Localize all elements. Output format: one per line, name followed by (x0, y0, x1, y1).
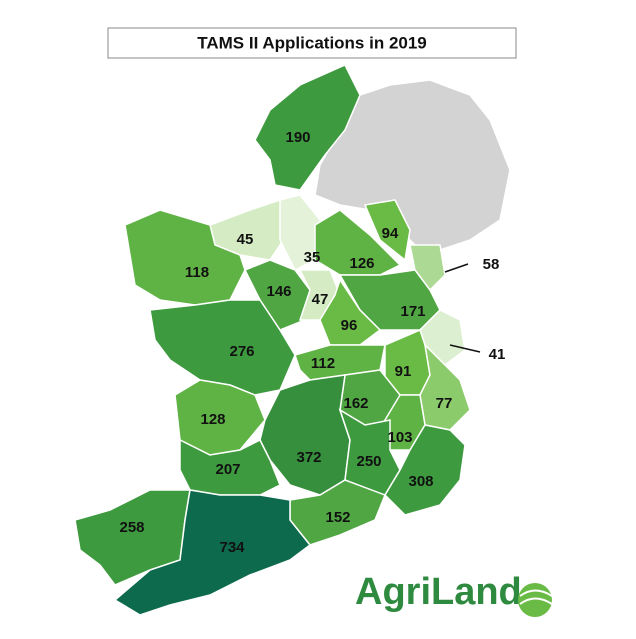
logo-icon (518, 583, 552, 617)
region-value: 276 (229, 343, 254, 360)
title-box (107, 27, 517, 59)
logo-icon-lines (519, 589, 553, 605)
region-value: 126 (349, 255, 374, 272)
region (124, 209, 246, 306)
leader-line (444, 263, 469, 273)
region-value: 112 (311, 355, 335, 372)
region-value: 308 (408, 473, 433, 490)
logo: AgriLand (355, 571, 553, 617)
region-value: 118 (185, 264, 209, 281)
region (384, 424, 466, 516)
region-value: 96 (341, 317, 358, 334)
region-value: 41 (489, 346, 506, 363)
region-value: 250 (356, 453, 381, 470)
region-value: 128 (200, 411, 225, 428)
region-value: 94 (382, 225, 399, 242)
region-value: 47 (312, 291, 329, 308)
leader-line (449, 344, 481, 353)
region-value: 91 (395, 363, 412, 380)
region (314, 209, 402, 276)
region-value: 734 (219, 539, 245, 556)
region-value: 35 (304, 249, 321, 266)
region (409, 244, 446, 292)
title: TAMS II Applications in 2019 (197, 33, 427, 52)
region-value: 103 (387, 429, 412, 446)
region-value: 190 (285, 129, 310, 146)
region-value: 58 (483, 256, 500, 273)
region-value: 77 (436, 395, 453, 412)
region (363, 199, 411, 262)
region-value: 152 (325, 509, 350, 526)
region-value: 171 (400, 303, 425, 320)
region (254, 64, 361, 191)
region-value: 146 (266, 283, 291, 300)
region-value: 207 (215, 461, 240, 478)
region-value: 45 (237, 231, 254, 248)
region-value: 372 (296, 449, 321, 466)
region (113, 489, 312, 616)
region-value: 258 (119, 519, 144, 536)
logo-text: AgriLand (355, 571, 522, 613)
northern-ireland (314, 79, 511, 251)
region-value: 162 (343, 395, 368, 412)
region (179, 438, 281, 496)
